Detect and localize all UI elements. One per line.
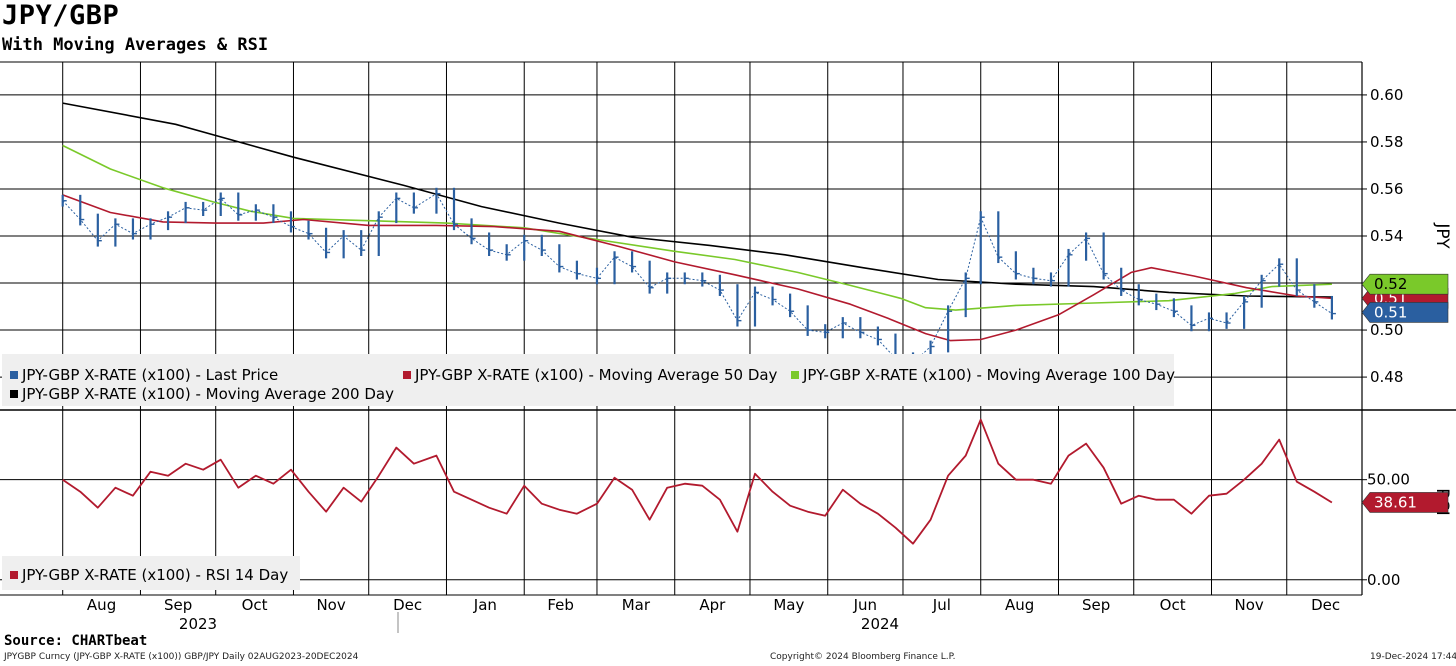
page-title: JPY/GBP (2, 0, 120, 31)
price-y-tick-label: 0.54 (1370, 227, 1403, 245)
rsi-series (62, 418, 1333, 545)
rsi-legend-background (2, 556, 300, 590)
value-tag-shape (1361, 273, 1449, 295)
price-axis-title: JPY (1432, 222, 1452, 249)
page-subtitle: With Moving Averages & RSI (2, 35, 269, 55)
x-tick-label: Aug (1005, 596, 1034, 614)
rsi-y-tick-label: 50.00 (1367, 471, 1410, 489)
ma50-line (62, 194, 1332, 342)
ma100-line (62, 144, 1332, 311)
x-axis-month-labels: Aug Sep Oct Nov Dec Jan Feb Mar Apr May Jun Jul Aug S… (87, 596, 1340, 614)
ma50-series (62, 194, 1332, 342)
legend-swatch (403, 371, 411, 379)
copyright-notice: Copyright© 2024 Bloomberg Finance L.P. (770, 652, 956, 662)
price-y-tick-label: 0.60 (1370, 86, 1403, 104)
price-y-tick-label: 0.56 (1370, 180, 1403, 198)
month-gridlines (62, 62, 1288, 595)
price-legend: JPY-GBP X-RATE (x100) - Last Price JPY-GB… (2, 354, 1175, 406)
timestamp: 19-Dec-2024 17:44:22 (1370, 652, 1456, 662)
x-tick-label: Nov (1234, 596, 1263, 614)
value-tag-label: 38.61 (1374, 493, 1417, 511)
x-tick-label: May (773, 596, 804, 614)
value-tag-shape (1361, 492, 1449, 513)
x-tick-label: Mar (622, 596, 651, 614)
price-y-tick-label: 0.48 (1370, 368, 1403, 386)
price-series (61, 187, 1336, 369)
price-last-value-tag: 0.51 (1361, 302, 1449, 323)
x-tick-label: Jul (932, 596, 951, 614)
x-tick-label: Aug (87, 596, 116, 614)
x-tick-label: Oct (242, 596, 268, 614)
ma200-line (62, 102, 1332, 298)
x-year-label: 2024 (861, 615, 899, 633)
security-description: JPYGBP Curncy (JPY-GBP X-RATE (x100)) GB… (4, 652, 359, 662)
x-tick-label: Feb (547, 596, 574, 614)
rsi-legend: JPY-GBP X-RATE (x100) - RSI 14 Day (2, 556, 300, 590)
price-legend-background (2, 354, 1174, 406)
x-tick-label: Jun (853, 596, 877, 614)
legend-label: JPY-GBP X-RATE (x100) - Last Price (21, 366, 278, 384)
x-tick-label: Dec (1311, 596, 1340, 614)
legend-label: JPY-GBP X-RATE (x100) - RSI 14 Day (21, 566, 288, 584)
x-tick-label: Sep (164, 596, 192, 614)
x-tick-label: Sep (1082, 596, 1110, 614)
legend-swatch (10, 371, 18, 379)
ma200-series (62, 102, 1332, 298)
ma100-series (62, 144, 1332, 311)
value-tag-label: 0.52 (1374, 275, 1407, 293)
price-y-axis: 0.600.580.560.540.520.500.48 (0, 86, 1403, 386)
x-tick-label: Nov (316, 596, 345, 614)
legend-label: JPY-GBP X-RATE (x100) - Moving Average 5… (414, 366, 778, 384)
rsi-line (62, 418, 1333, 545)
source-note: Source: CHARTbeat (4, 633, 148, 649)
legend-label: JPY-GBP X-RATE (x100) - Moving Average 1… (802, 366, 1175, 384)
value-tag-label: 0.51 (1374, 303, 1407, 321)
x-tick-label: Oct (1160, 596, 1186, 614)
price-path (62, 193, 1333, 364)
value-tag-shape (1361, 302, 1449, 323)
x-tick-label: Jan (473, 596, 497, 614)
price-y-tick-label: 0.50 (1370, 321, 1403, 339)
rsi-last-value-tag: 38.61 (1361, 492, 1449, 513)
price-y-tick-label: 0.58 (1370, 133, 1403, 151)
legend-swatch (10, 390, 18, 398)
x-year-label: 2023 (179, 615, 217, 633)
x-tick-label: Apr (699, 596, 726, 614)
legend-swatch (791, 371, 799, 379)
rsi-y-tick-label: 0.00 (1367, 571, 1400, 589)
ma100-last-value-tag: 0.52 (1361, 273, 1449, 295)
x-tick-label: Dec (393, 596, 422, 614)
legend-swatch (10, 571, 18, 579)
legend-label: JPY-GBP X-RATE (x100) - Moving Average 2… (21, 385, 394, 403)
